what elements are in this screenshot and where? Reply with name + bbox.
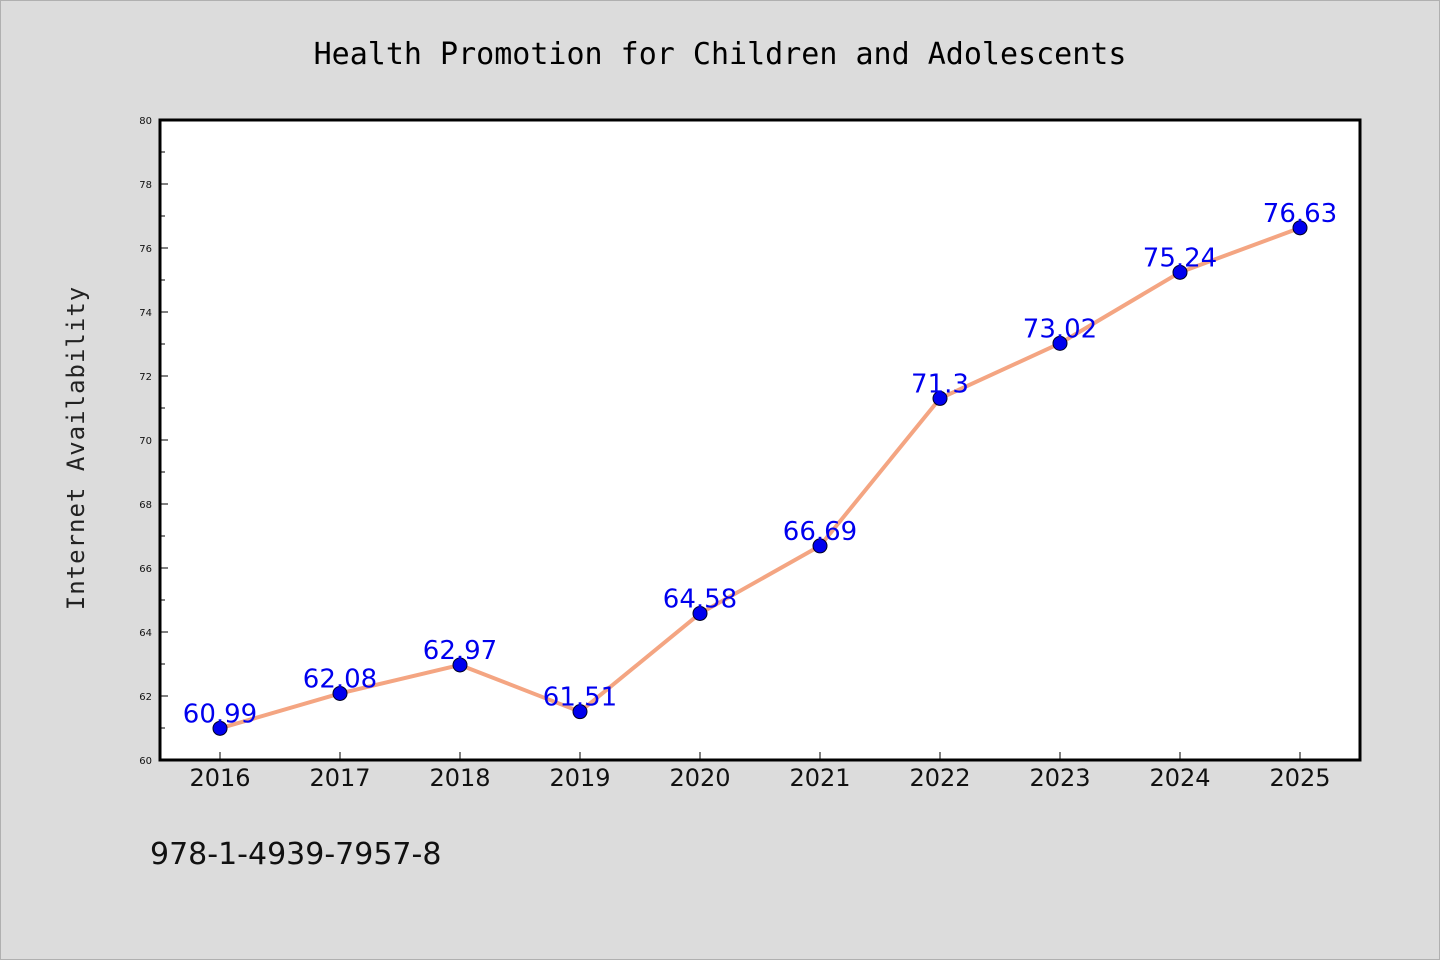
x-axis-ticks: 2016 2017 2018 2019 2020 2021 2022 2023 2024 2025 bbox=[189, 752, 1331, 792]
x-tick-label: 2019 bbox=[549, 764, 610, 792]
x-tick-label: 2016 bbox=[189, 764, 250, 792]
data-point bbox=[812, 538, 828, 554]
footer-code: 978-1-4939-7957-8 bbox=[150, 837, 441, 872]
data-label: 62.08 bbox=[303, 664, 377, 694]
x-tick-label: 2017 bbox=[309, 764, 370, 792]
x-tick-label: 2020 bbox=[669, 764, 730, 792]
y-tick-label: 80 bbox=[139, 116, 152, 127]
chart-title: Health Promotion for Children and Adoles… bbox=[314, 37, 1127, 72]
data-point bbox=[692, 605, 708, 621]
y-tick-label: 74 bbox=[139, 308, 152, 319]
x-tick-label: 2024 bbox=[1149, 764, 1210, 792]
data-point bbox=[212, 720, 228, 736]
data-point bbox=[1052, 335, 1068, 351]
data-point bbox=[1172, 264, 1188, 280]
y-tick-label: 76 bbox=[139, 244, 152, 255]
data-label: 71.3 bbox=[911, 369, 969, 399]
data-label: 73.02 bbox=[1023, 314, 1097, 344]
y-tick-label: 64 bbox=[139, 628, 152, 639]
y-tick-label: 78 bbox=[139, 180, 152, 191]
data-point bbox=[932, 390, 948, 406]
y-tick-label: 72 bbox=[139, 372, 152, 383]
y-axis-label: Internet Availability bbox=[62, 286, 90, 610]
x-tick-label: 2025 bbox=[1269, 764, 1330, 792]
data-label: 64.58 bbox=[663, 584, 737, 614]
y-tick-label: 70 bbox=[139, 436, 152, 447]
x-tick-label: 2021 bbox=[789, 764, 850, 792]
y-tick-label: 62 bbox=[139, 692, 152, 703]
x-tick-label: 2018 bbox=[429, 764, 490, 792]
data-point bbox=[572, 704, 588, 720]
data-label: 75.24 bbox=[1143, 243, 1217, 273]
data-label: 62.97 bbox=[423, 636, 497, 666]
series-revenue-line-group: 60.99 62.08 62.97 61.51 64.58 66.69 71.3 73.02 7… bbox=[183, 199, 1337, 736]
x-tick-label: 2023 bbox=[1029, 764, 1090, 792]
y-tick-label: 68 bbox=[139, 500, 152, 511]
data-label: 61.51 bbox=[543, 683, 617, 713]
data-label: 60.99 bbox=[183, 699, 257, 729]
x-tick-label: 2022 bbox=[909, 764, 970, 792]
plot-area bbox=[158, 118, 1362, 762]
data-label: 66.69 bbox=[783, 517, 857, 547]
y-axis-ticks: 60 62 64 66 68 70 72 74 76 78 80 bbox=[139, 116, 168, 767]
data-point bbox=[332, 685, 348, 701]
data-point bbox=[1292, 220, 1308, 236]
series-line bbox=[218, 225, 1302, 731]
data-label: 76.63 bbox=[1263, 199, 1337, 229]
data-point bbox=[452, 657, 468, 673]
y-tick-label: 60 bbox=[139, 756, 152, 767]
y-tick-label: 66 bbox=[139, 564, 152, 575]
